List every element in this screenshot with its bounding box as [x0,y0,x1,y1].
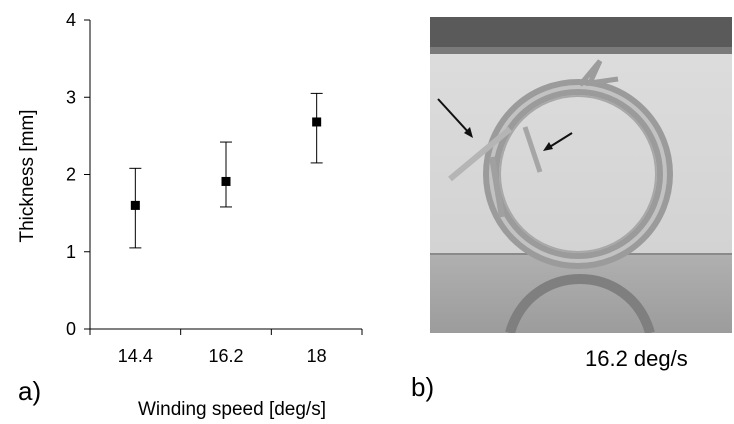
y-tick-label: 0 [66,319,76,339]
panel-label-b: b) [411,372,435,402]
x-tick-label: 14.4 [118,346,153,366]
arrow-right [543,132,573,151]
data-point [312,117,322,127]
photo-caption: 16.2 deg/s [585,346,688,371]
y-tick-label: 4 [66,10,76,30]
chart-marks [129,92,323,249]
y-axis-label: Thickness [mm] [17,109,38,242]
arrow-left [437,98,473,138]
specimen-photo [430,17,732,333]
x-tick-label: 16.2 [208,346,243,366]
ring [448,59,673,269]
panel-label-a: a) [18,376,42,406]
x-tick-label: 18 [307,346,327,366]
ring-reflection [505,273,655,333]
chart-axes: 0 1 2 3 4 14.4 16.2 18 [66,10,363,366]
data-point [130,200,140,210]
y-tick-label: 2 [66,165,76,185]
data-point [221,176,231,186]
y-tick-label: 3 [66,87,76,107]
x-axis-label: Winding speed [deg/s] [138,399,326,420]
y-tick-label: 1 [66,242,76,262]
thickness-chart: 0 1 2 3 4 14.4 16.2 18 Thickness [mm] Winding s… [17,10,363,420]
